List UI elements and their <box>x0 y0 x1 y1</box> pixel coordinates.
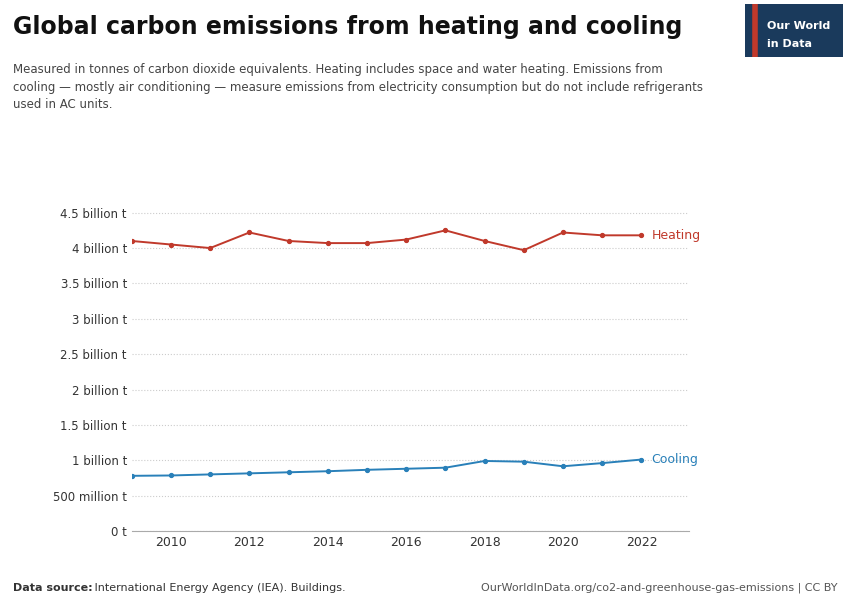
Text: International Energy Agency (IEA). Buildings.: International Energy Agency (IEA). Build… <box>91 583 346 593</box>
Text: Data source:: Data source: <box>13 583 93 593</box>
Text: Heating: Heating <box>651 229 700 242</box>
Text: in Data: in Data <box>767 39 812 49</box>
Text: Our World: Our World <box>767 22 830 31</box>
Text: Global carbon emissions from heating and cooling: Global carbon emissions from heating and… <box>13 15 682 39</box>
Text: Cooling: Cooling <box>651 453 698 466</box>
Text: OurWorldInData.org/co2-and-greenhouse-gas-emissions | CC BY: OurWorldInData.org/co2-and-greenhouse-ga… <box>481 582 837 593</box>
Text: Measured in tonnes of carbon dioxide equivalents. Heating includes space and wat: Measured in tonnes of carbon dioxide equ… <box>13 63 703 111</box>
